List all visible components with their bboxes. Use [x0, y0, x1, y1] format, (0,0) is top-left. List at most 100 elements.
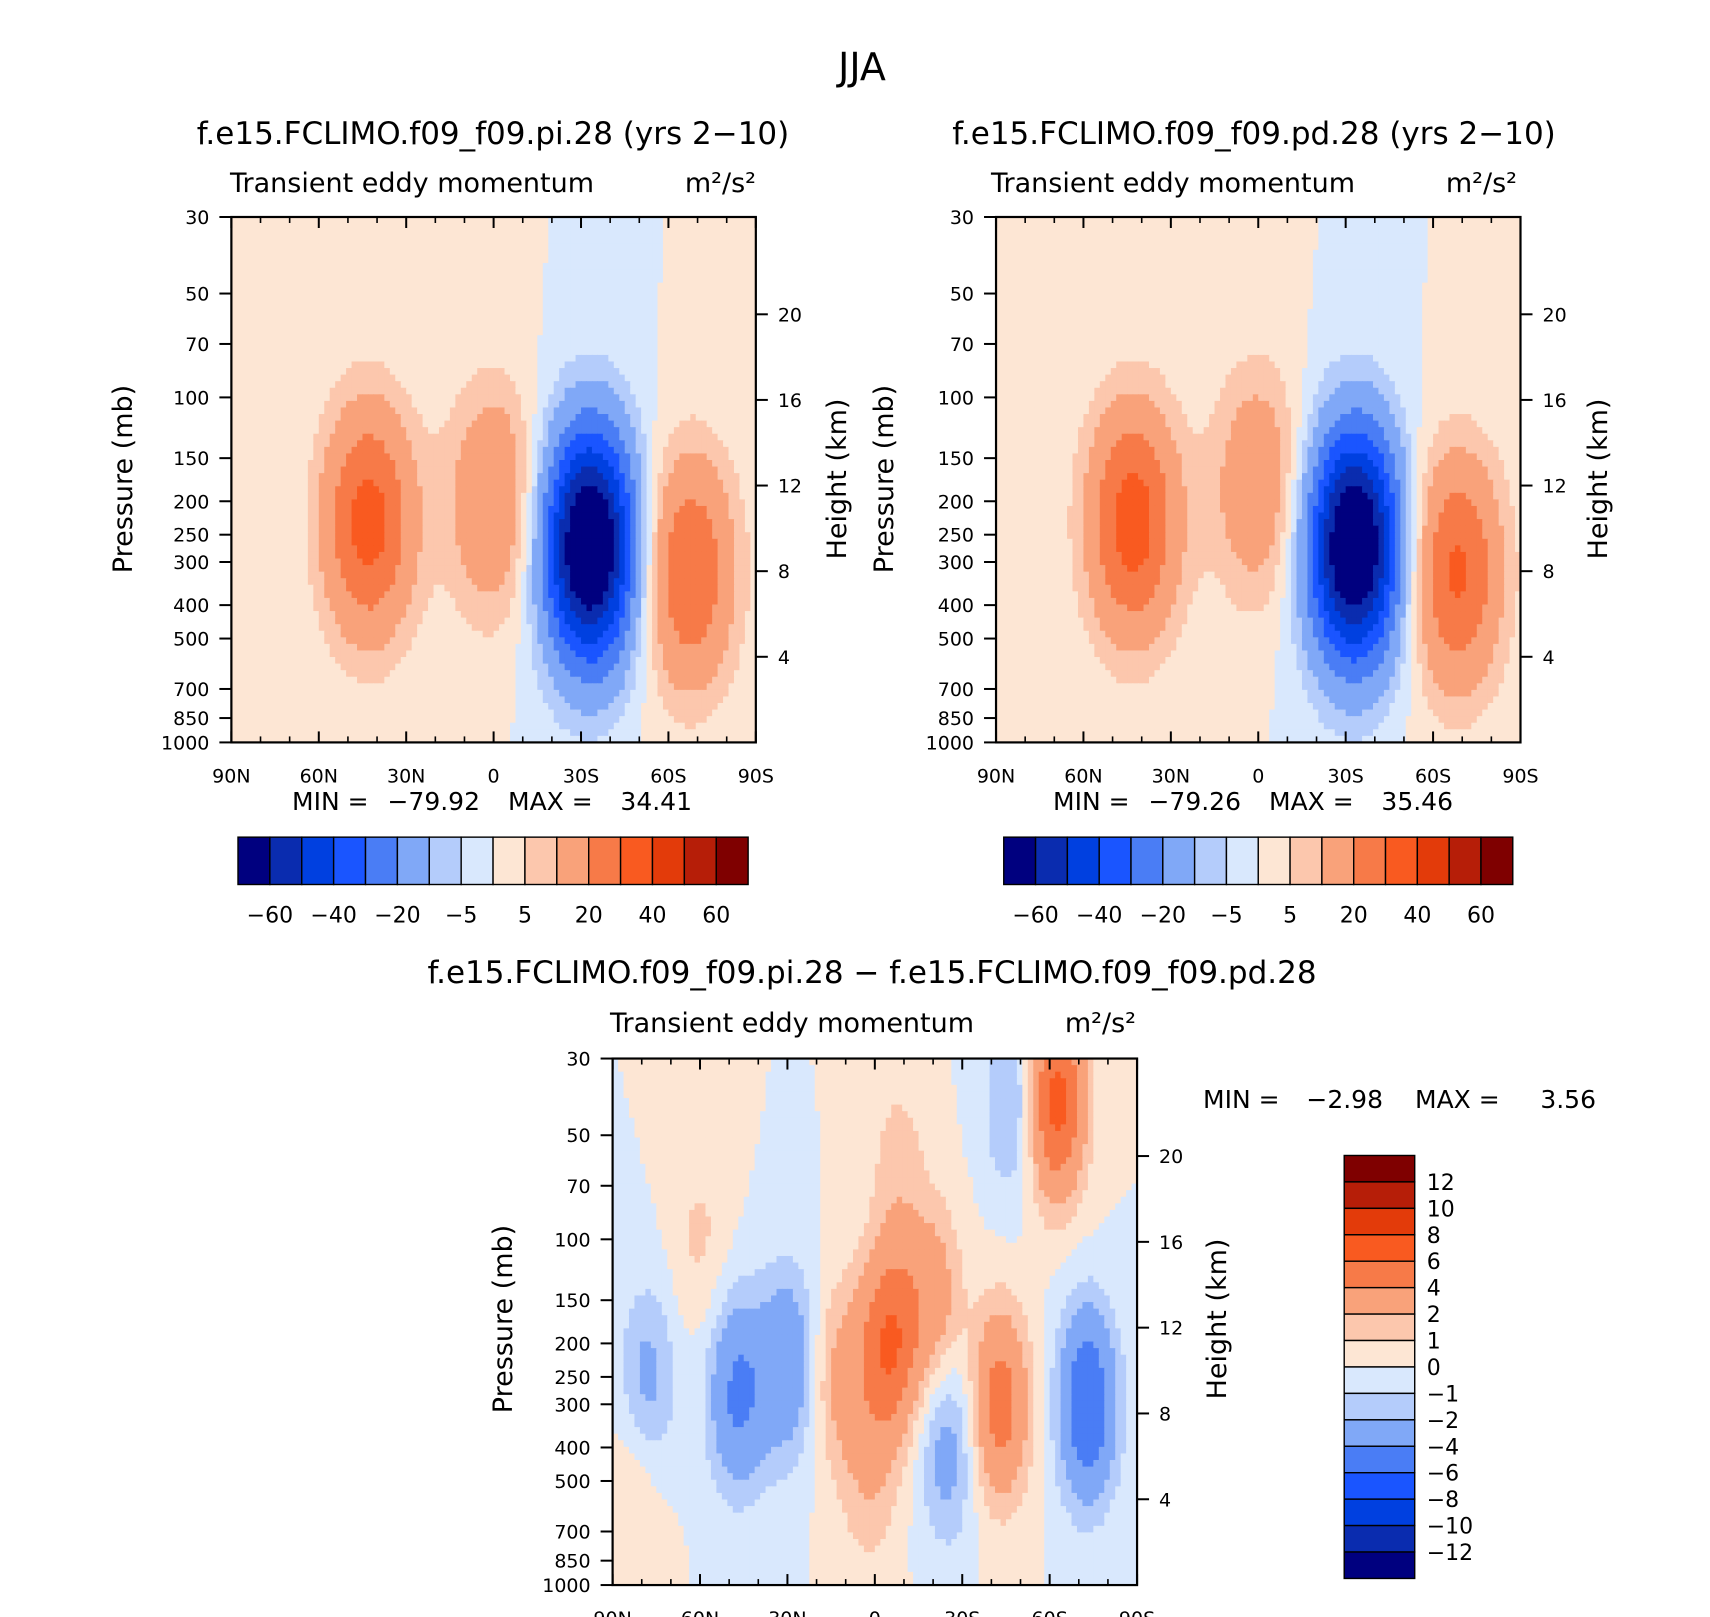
colorbar-swatch	[1480, 836, 1514, 886]
y2-tick-label: 20	[1542, 304, 1566, 326]
colorbar-swatch	[1193, 836, 1228, 886]
colorbar-swatch	[1448, 836, 1482, 886]
colorbar-tick-label: −40	[1076, 904, 1122, 929]
y-tick-label: 30	[950, 207, 974, 229]
colorbar-swatch	[1343, 1313, 1416, 1342]
y2-tick-label: 12	[1159, 1318, 1183, 1340]
panel-pi-y2label: Height (km)	[822, 399, 853, 560]
panel-pd-max: 35.46	[1381, 787, 1453, 816]
x-tick-label: 60S	[1415, 765, 1451, 787]
colorbar-swatch	[1343, 1207, 1416, 1236]
y-tick-label: 300	[173, 552, 209, 574]
colorbar-tick-label: −6	[1427, 1462, 1459, 1487]
y-tick-label: 30	[185, 207, 209, 229]
y-tick-label: 50	[566, 1125, 590, 1147]
y-tick-label: 1000	[161, 732, 209, 754]
colorbar-swatch	[1343, 1419, 1416, 1447]
colorbar-swatch	[683, 836, 717, 886]
panel-diff-min-label: MIN =	[1203, 1085, 1280, 1114]
y-tick-label: 200	[173, 491, 209, 513]
colorbar-swatch	[1343, 1181, 1416, 1210]
colorbar-swatch	[1384, 836, 1419, 886]
colorbar-swatch	[237, 836, 271, 886]
x-tick-label: 90S	[1502, 765, 1538, 787]
x-tick-label: 60S	[650, 765, 686, 787]
panel-pd-y2label: Height (km)	[1583, 399, 1614, 560]
colorbar-swatch	[301, 836, 335, 886]
y-tick-label: 70	[185, 334, 209, 356]
colorbar-tick-label: 40	[1403, 904, 1431, 929]
y-tick-label: 500	[554, 1471, 590, 1493]
y-tick-label: 500	[173, 629, 209, 651]
colorbar-swatch	[364, 836, 399, 886]
panel-pd-title: f.e15.FCLIMO.f09_f09.pd.28 (yrs 2−10)	[952, 116, 1556, 152]
x-tick-label: 60N	[300, 765, 338, 787]
y-tick-label: 30	[566, 1049, 590, 1071]
y-tick-label: 400	[938, 595, 974, 617]
y-tick-label: 150	[938, 448, 974, 470]
colorbar-tick-label: 20	[575, 904, 603, 929]
y-tick-label: 250	[173, 525, 209, 547]
panel-pi-plot: 90N 60N 30N 0 30S 60S 90S 30 50 70 100 150 200 250 300…	[161, 207, 802, 787]
y-tick-label: 200	[938, 491, 974, 513]
y2-tick-label: 8	[1159, 1403, 1171, 1425]
colorbar-swatch	[715, 836, 749, 886]
y-tick-label: 700	[554, 1522, 590, 1544]
colorbar-swatch	[269, 836, 303, 886]
x-tick-label: 30N	[387, 765, 425, 787]
panel-pd-ylabel: Pressure (mb)	[869, 385, 900, 573]
colorbar-tick-label: 4	[1427, 1277, 1441, 1302]
colorbar-swatch	[619, 836, 654, 886]
y-tick-label: 1000	[926, 732, 974, 754]
x-tick-label: 0	[869, 1608, 881, 1617]
panel-pi-min: −79.92	[387, 787, 480, 816]
x-tick-label: 30N	[1152, 765, 1190, 787]
y2-tick-label: 4	[1159, 1489, 1171, 1511]
figure-title: JJA	[836, 45, 886, 89]
panel-pi-min-label: MIN =	[292, 787, 369, 816]
colorbar-tick-label: 6	[1427, 1250, 1441, 1275]
y-tick-label: 200	[554, 1333, 590, 1355]
y-tick-label: 50	[950, 284, 974, 306]
panel-diff-subtitle: Transient eddy momentum	[609, 1008, 974, 1039]
panel-pd-min: −79.26	[1148, 787, 1241, 816]
panel-diff-min: −2.98	[1306, 1085, 1383, 1114]
panel-diff-max: 3.56	[1540, 1085, 1596, 1114]
y-tick-label: 250	[938, 525, 974, 547]
y-tick-label: 100	[173, 387, 209, 409]
colorbar-swatch	[1098, 836, 1132, 886]
colorbar-tick-label: −2	[1427, 1409, 1459, 1434]
colorbar-swatch	[1343, 1498, 1416, 1527]
colorbar-swatch	[1003, 836, 1037, 886]
x-tick-label: 90S	[1119, 1608, 1155, 1617]
y-tick-label: 700	[938, 679, 974, 701]
colorbar-swatch	[1416, 836, 1450, 886]
colorbar-tick-label: −1	[1427, 1382, 1459, 1407]
colorbar-swatch	[1343, 1339, 1416, 1368]
x-tick-label: 0	[1252, 765, 1264, 787]
colorbar-tick-label: −4	[1427, 1435, 1459, 1460]
y-tick-label: 70	[950, 334, 974, 356]
colorbar-swatch	[1343, 1551, 1416, 1580]
y-tick-label: 300	[554, 1394, 590, 1416]
y2-tick-label: 8	[778, 561, 790, 583]
x-tick-label: 30N	[768, 1608, 806, 1617]
y2-tick-label: 20	[778, 304, 802, 326]
colorbar-tick-label: −10	[1427, 1515, 1473, 1540]
y2-tick-label: 20	[1159, 1146, 1183, 1168]
x-tick-label: 90S	[738, 765, 774, 787]
colorbar-swatch	[1130, 836, 1164, 886]
colorbar-tick-label: −5	[1210, 904, 1242, 929]
colorbar-swatch	[1343, 1154, 1416, 1183]
colorbar-tick-label: −60	[1012, 904, 1058, 929]
panel-pi-units: m²/s²	[685, 168, 756, 199]
x-tick-label: 30S	[1328, 765, 1364, 787]
colorbar-swatch	[1343, 1445, 1416, 1474]
panel-pd-max-label: MAX =	[1269, 787, 1354, 816]
y-tick-label: 850	[173, 708, 209, 730]
colorbar-tick-label: −20	[374, 904, 420, 929]
x-tick-label: 30S	[563, 765, 599, 787]
colorbar-swatch	[1162, 836, 1196, 886]
x-tick-label: 90N	[212, 765, 250, 787]
